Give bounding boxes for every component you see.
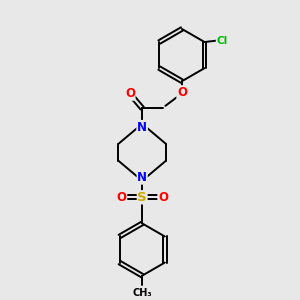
- Text: S: S: [137, 191, 147, 204]
- Text: N: N: [137, 171, 147, 184]
- Text: O: O: [158, 191, 168, 204]
- Text: N: N: [137, 121, 147, 134]
- Text: N: N: [137, 121, 147, 134]
- Text: Cl: Cl: [216, 36, 228, 46]
- Text: O: O: [177, 86, 187, 99]
- Text: O: O: [125, 87, 135, 100]
- Text: CH₃: CH₃: [132, 288, 152, 298]
- Text: O: O: [116, 191, 126, 204]
